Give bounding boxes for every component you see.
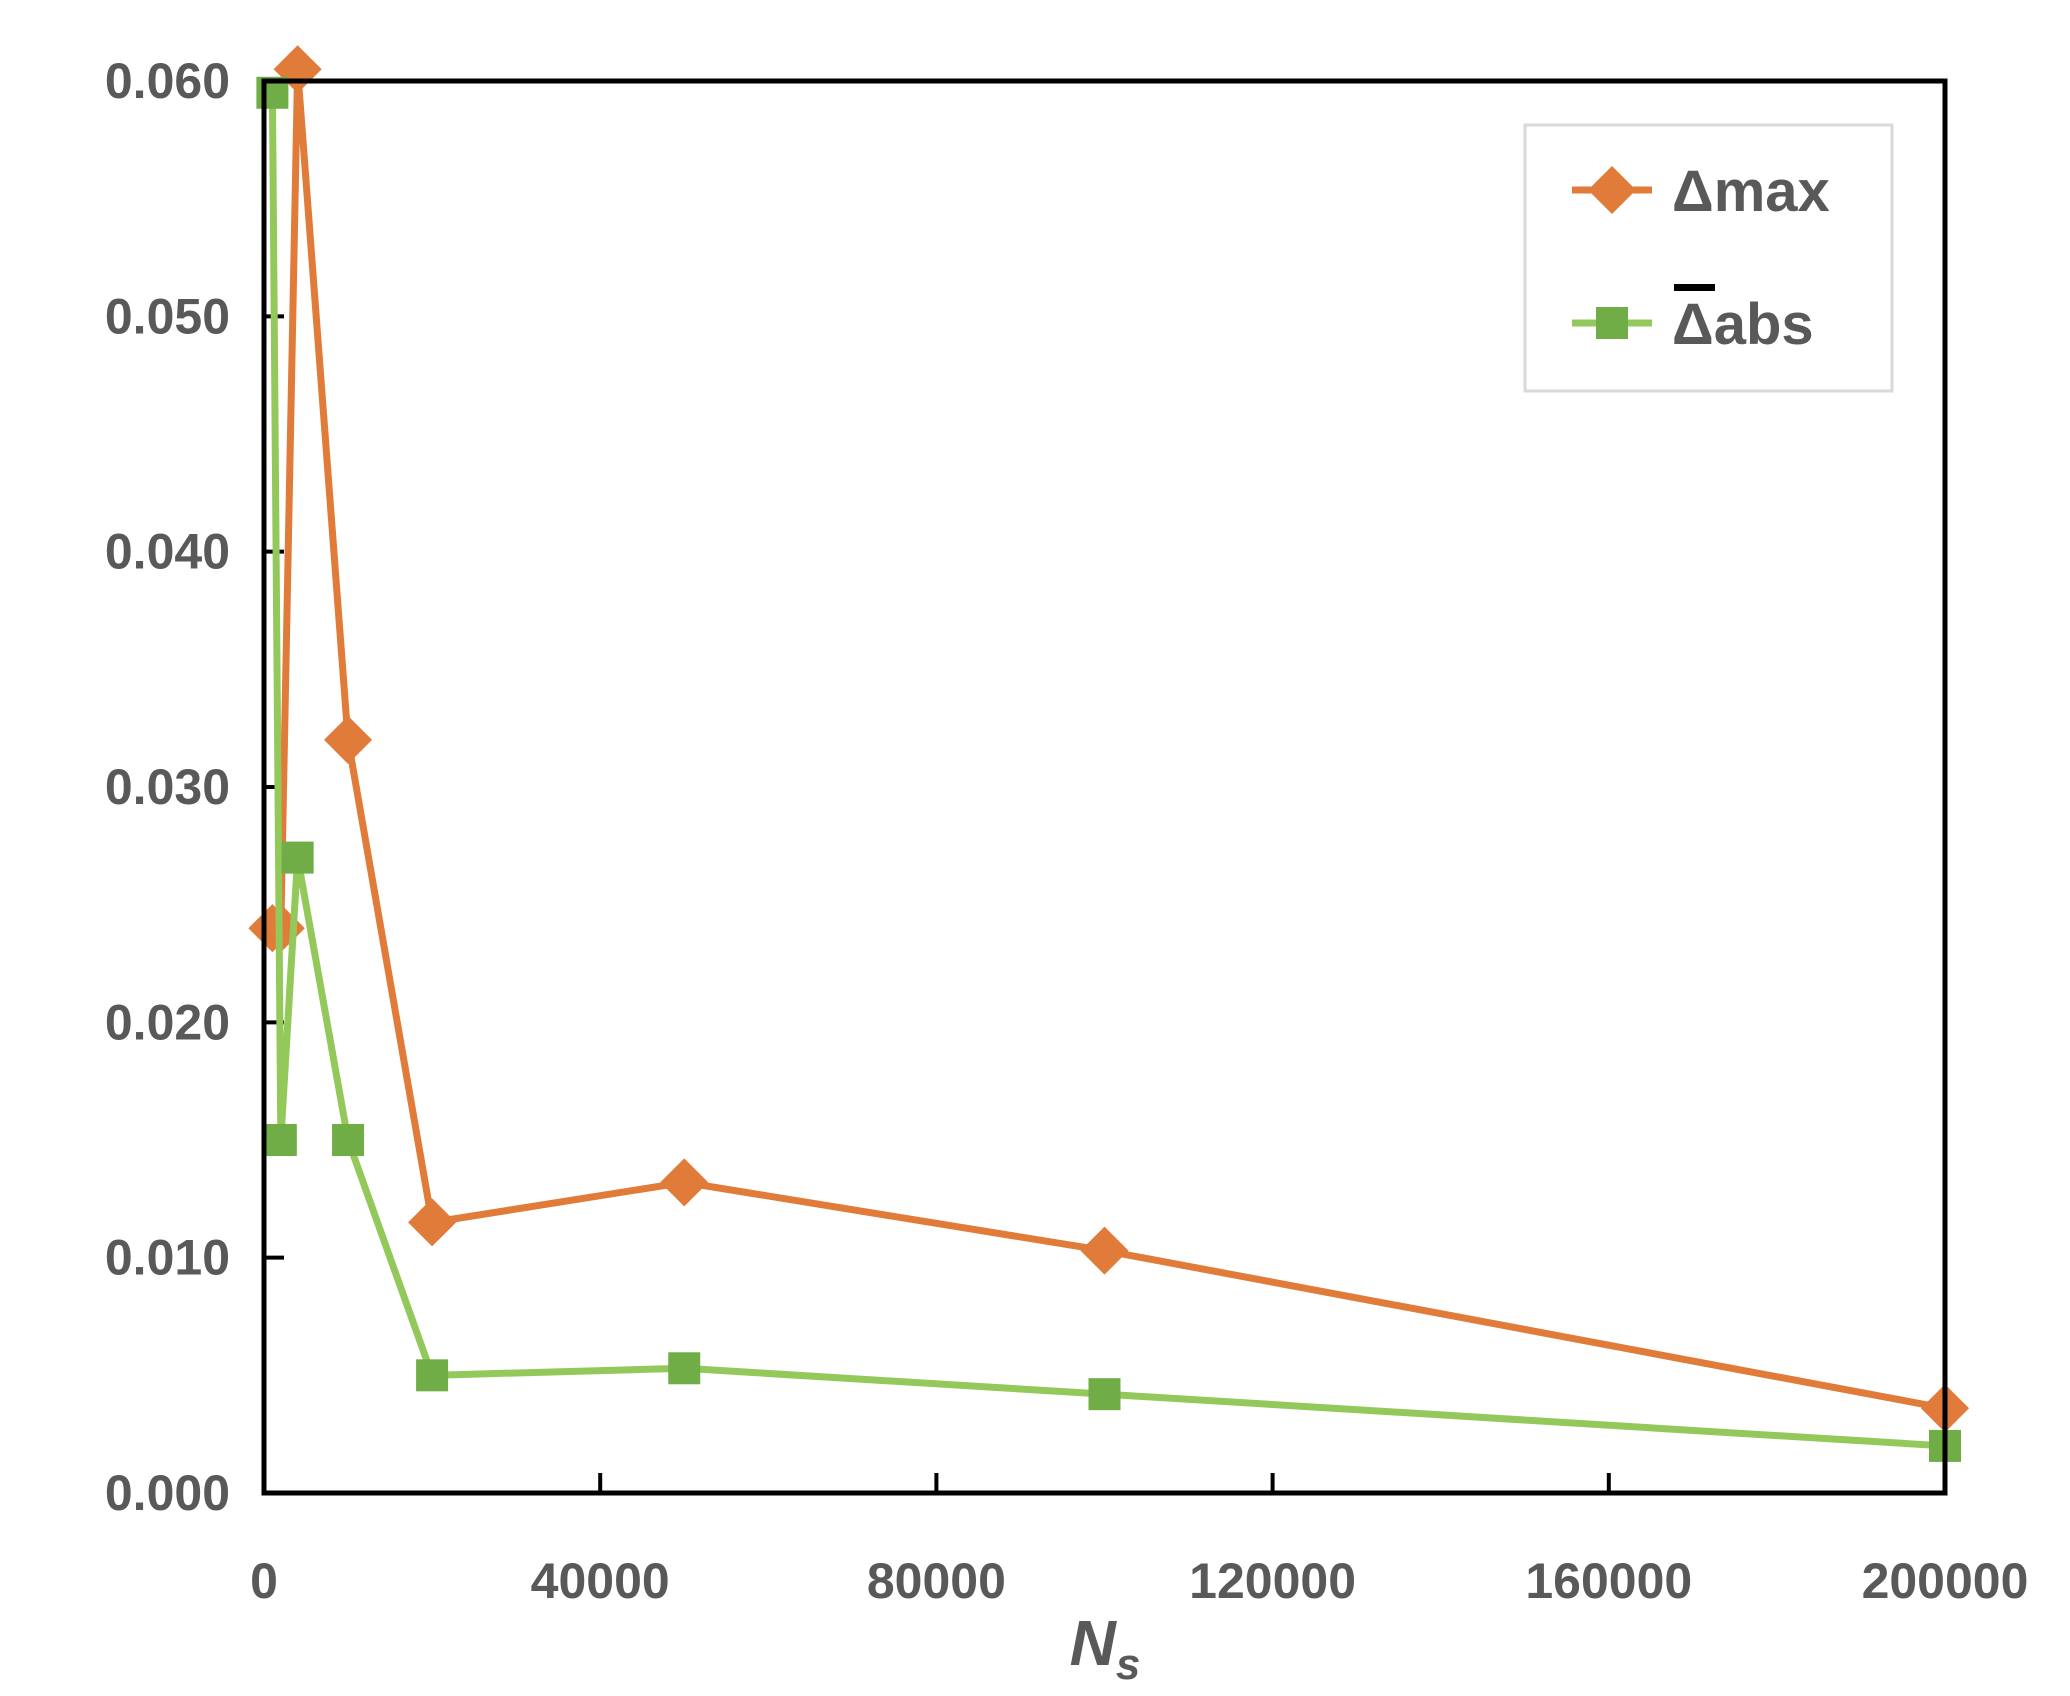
x-axis-title-subscript: s <box>1116 1640 1140 1689</box>
series-1-point-3 <box>332 1124 365 1156</box>
axis-ticks <box>264 314 1611 1493</box>
legend-box <box>1523 123 1894 393</box>
tick-labels: 0.000 0.010 0.020 0.030 0.040 0.050 0.060 0 4000… <box>105 53 2029 1609</box>
series-1-point-5 <box>668 1352 701 1385</box>
legend-label-1: Δabs <box>1672 292 1814 357</box>
series-1-point-2 <box>281 841 314 874</box>
x-tick-label-3: 120000 <box>1189 1553 1356 1609</box>
y-tick-label-6: 0.060 <box>105 53 230 109</box>
y-tick-label-1: 0.010 <box>105 1230 230 1286</box>
series-1-point-4 <box>416 1359 449 1392</box>
series-0-line <box>272 65 1946 1412</box>
x-tick-label-0: 0 <box>250 1553 278 1609</box>
x-tick-label-2: 80000 <box>867 1553 1006 1609</box>
series-1-line <box>268 92 1946 1450</box>
series-1 <box>256 76 1961 1462</box>
legend-label-0: Δmax <box>1672 159 1830 224</box>
y-tick-label-0: 0.000 <box>105 1465 230 1521</box>
series-0-point-3 <box>324 715 373 764</box>
series-1-point-1 <box>264 1124 297 1156</box>
x-tick-label-1: 40000 <box>531 1553 670 1609</box>
series-1-point-6 <box>1088 1378 1121 1411</box>
y-tick-label-4: 0.040 <box>105 524 230 580</box>
y-tick-label-3: 0.030 <box>105 759 230 815</box>
y-tick-label-2: 0.020 <box>105 994 230 1050</box>
legend-marker-1 <box>1596 307 1628 339</box>
plot-border <box>261 78 1948 1496</box>
x-axis-title: Ns <box>1070 1607 1141 1689</box>
x-axis-title-main: N <box>1070 1607 1118 1679</box>
legend: Δmax Δabs <box>1523 123 1894 393</box>
legend-overline-1 <box>1674 284 1715 291</box>
x-tick-label-5: 200000 <box>1862 1553 2029 1609</box>
x-tick-label-4: 160000 <box>1525 1553 1692 1609</box>
y-tick-label-5: 0.050 <box>105 288 230 344</box>
